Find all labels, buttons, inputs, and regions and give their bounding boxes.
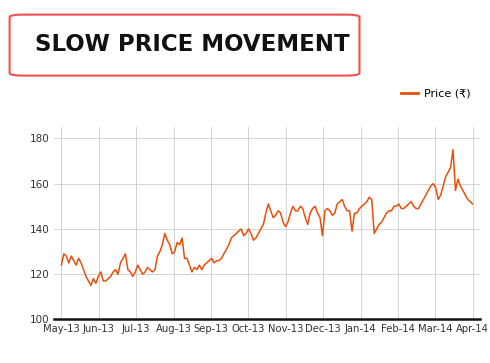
Text: SLOW PRICE MOVEMENT: SLOW PRICE MOVEMENT	[35, 33, 349, 56]
FancyBboxPatch shape	[10, 15, 360, 76]
Legend: Price (₹): Price (₹)	[397, 85, 475, 103]
